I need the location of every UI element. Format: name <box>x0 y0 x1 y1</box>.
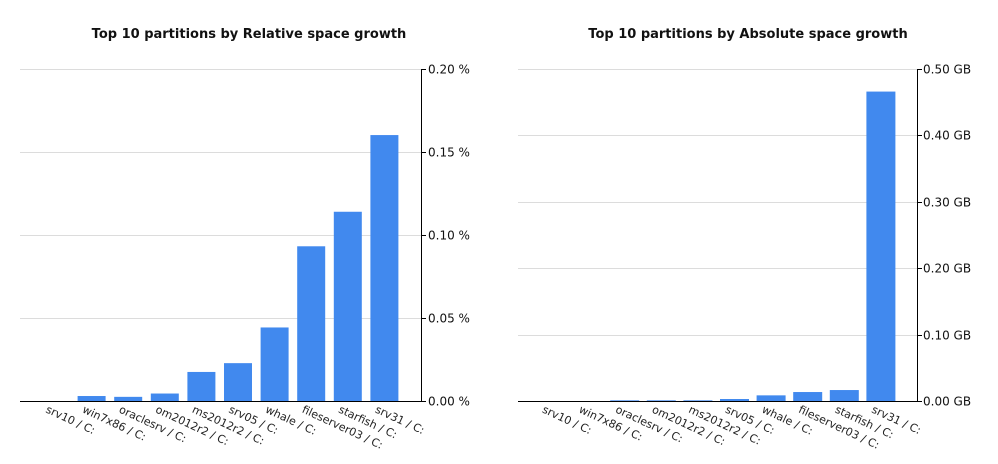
absolute-bar <box>866 91 896 402</box>
relative-bar <box>224 363 252 401</box>
absolute-y-tick-label: 0.20 GB <box>923 262 971 276</box>
absolute-y-tick-label: 0.40 GB <box>923 129 971 143</box>
absolute-y-tick-label: 0.10 GB <box>923 329 971 343</box>
relative-y-tick-label: 0.15 % <box>428 146 470 160</box>
relative-bar <box>150 393 179 401</box>
relative-growth-chart-title: Top 10 partitions by Relative space grow… <box>92 27 407 42</box>
absolute-y-tick-label: 0.30 GB <box>923 196 971 210</box>
absolute-bar <box>829 390 859 401</box>
absolute-bar <box>793 392 823 401</box>
relative-bar <box>260 327 289 401</box>
relative-y-tick-label: 0.10 % <box>428 229 470 243</box>
relative-bar <box>77 396 106 401</box>
relative-bar <box>370 135 399 401</box>
absolute-growth-chart-svg: Top 10 partitions by Absolute space grow… <box>518 27 971 452</box>
absolute-bar <box>720 399 749 401</box>
relative-y-tick-label: 0.05 % <box>428 312 470 326</box>
relative-bar <box>297 246 326 401</box>
absolute-growth-chart-title: Top 10 partitions by Absolute space grow… <box>588 27 907 42</box>
absolute-y-tick-label: 0.50 GB <box>923 63 971 77</box>
absolute-bar <box>683 400 713 401</box>
absolute-bar <box>646 400 676 401</box>
absolute-y-tick-label: 0.00 GB <box>923 395 971 409</box>
absolute-growth-chart: Top 10 partitions by Absolute space grow… <box>499 0 998 464</box>
relative-growth-chart: Top 10 partitions by Relative space grow… <box>20 27 470 452</box>
relative-y-tick-label: 0.20 % <box>428 63 470 77</box>
relative-bar <box>333 211 362 401</box>
relative-bar <box>114 396 143 401</box>
absolute-bar <box>756 395 786 401</box>
relative-bar <box>187 371 216 401</box>
absolute-bar <box>610 400 640 401</box>
relative-growth-chart-svg: Top 10 partitions by Relative space grow… <box>20 27 470 452</box>
relative-y-tick-label: 0.00 % <box>428 395 470 409</box>
